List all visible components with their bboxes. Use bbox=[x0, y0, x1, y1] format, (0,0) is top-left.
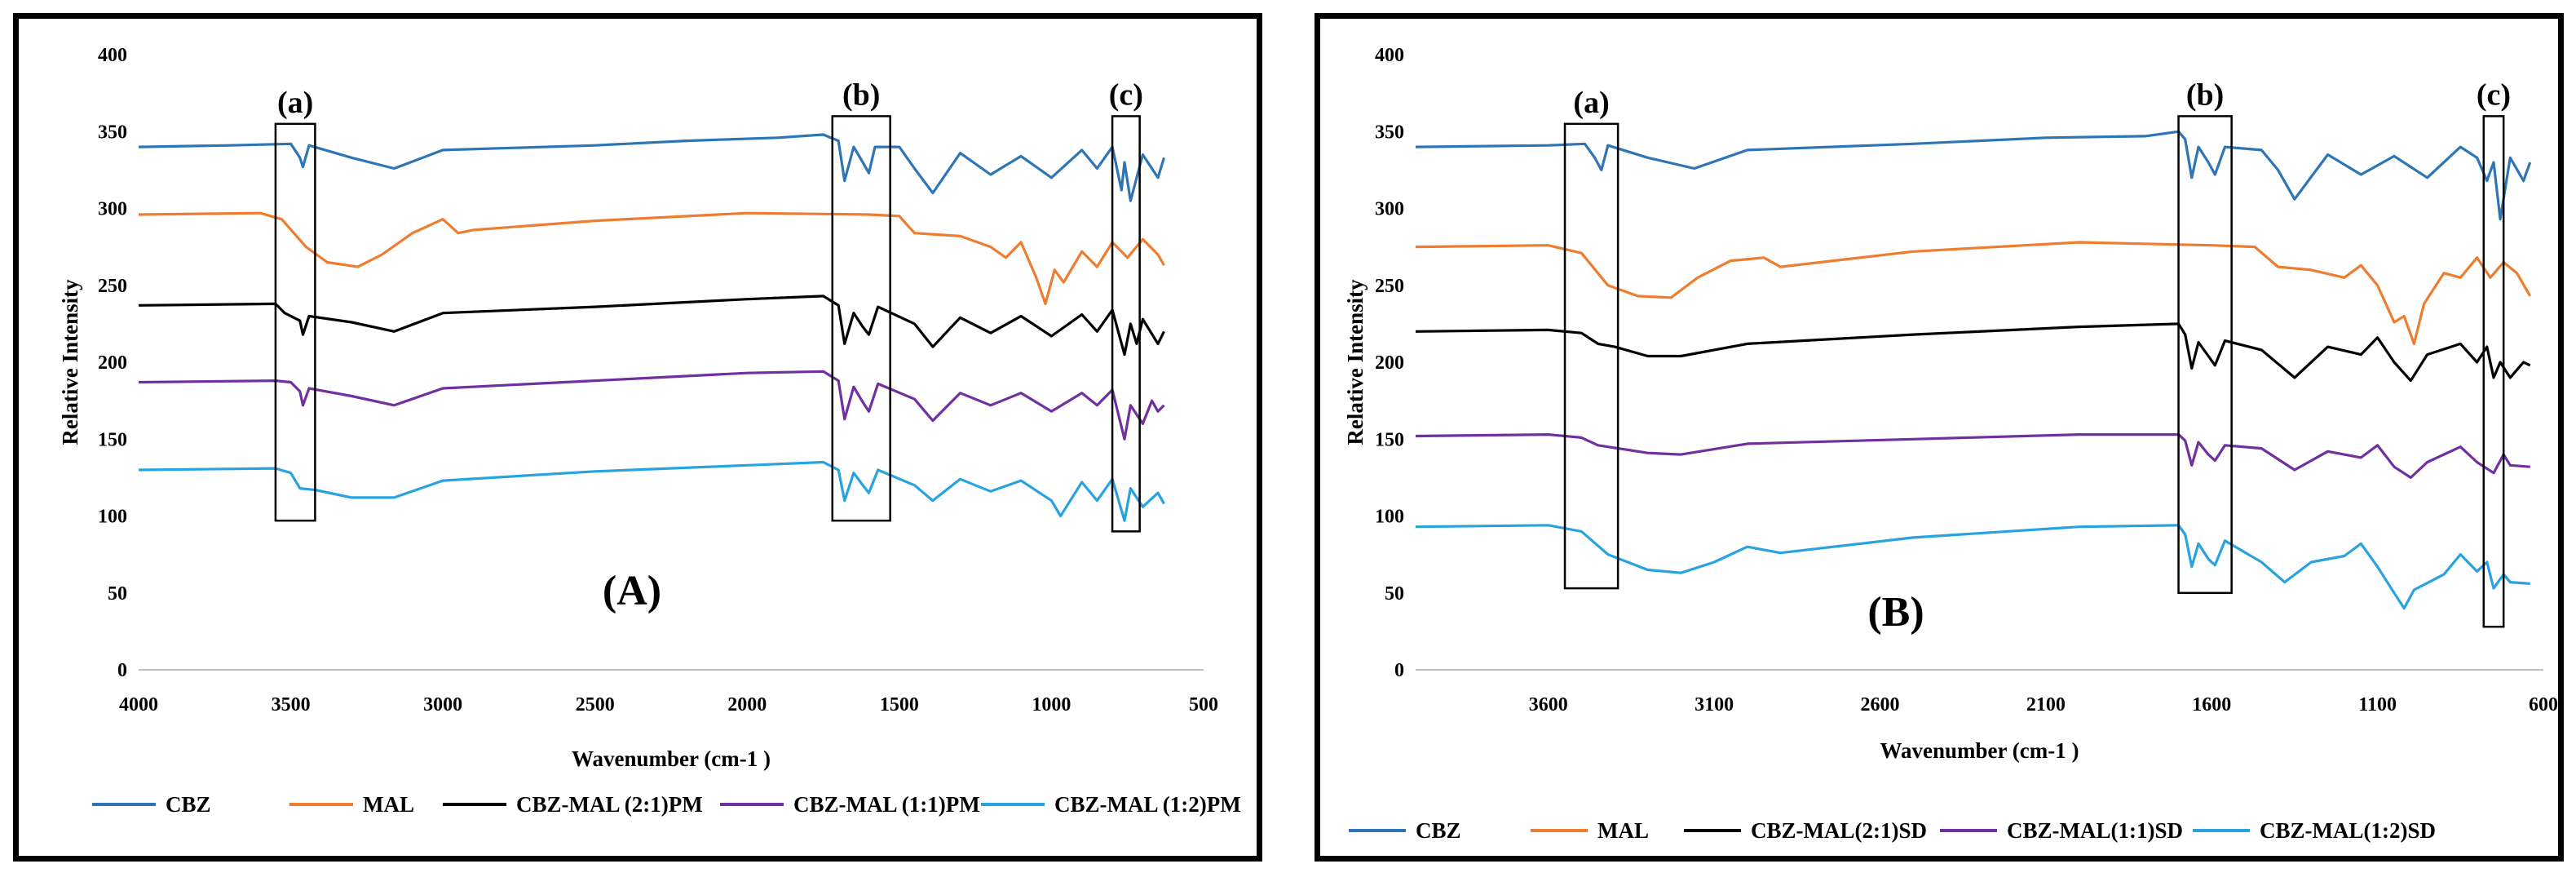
region-box-b-0 bbox=[1563, 122, 1619, 590]
legend-label-a-3: CBZ-MAL (1:1)PM bbox=[793, 792, 980, 817]
x-tick-label-b: 3600 bbox=[1529, 694, 1568, 715]
series-line-b-0 bbox=[1415, 130, 2532, 221]
y-tick-label-a: 200 bbox=[98, 352, 127, 374]
x-tick-label-a: 2000 bbox=[727, 694, 767, 715]
y-tick-label-a: 400 bbox=[98, 45, 127, 66]
region-box-a-2 bbox=[1111, 115, 1141, 533]
series-line-b-4 bbox=[1415, 524, 2530, 610]
series-line-a-3 bbox=[138, 370, 1165, 441]
y-tick-label-b: 400 bbox=[1375, 45, 1404, 66]
legend-label-b-3: CBZ-MAL(1:1)SD bbox=[2007, 818, 2183, 843]
y-tick-label-b: 250 bbox=[1375, 276, 1404, 297]
y-axis-label-a: Relative Intensity bbox=[58, 279, 82, 445]
legend-label-b-4: CBZ-MAL(1:2)SD bbox=[2260, 818, 2436, 843]
y-tick-label-b: 100 bbox=[1375, 507, 1404, 528]
region-label-b-1: (b) bbox=[2186, 78, 2224, 112]
region-box-b-2 bbox=[2482, 115, 2505, 628]
y-tick-label-a: 300 bbox=[98, 199, 127, 220]
series-line-a-0 bbox=[138, 133, 1166, 202]
region-label-b-2: (c) bbox=[2477, 78, 2511, 112]
y-tick-label-b: 350 bbox=[1375, 122, 1404, 143]
region-label-a-1: (b) bbox=[842, 78, 880, 112]
y-tick-label-a: 100 bbox=[98, 507, 127, 528]
x-tick-label-a: 1000 bbox=[1032, 694, 1071, 715]
legend-label-b-2: CBZ-MAL(2:1)SD bbox=[1751, 818, 1927, 843]
x-axis-label-b: Wavenumber (cm-1 ) bbox=[1880, 738, 2079, 763]
panel-b: 0 50 100 150 200 250 300 350 400 3600 3100 2600 2100… bbox=[1315, 13, 2564, 862]
series-line-a-2 bbox=[138, 295, 1165, 357]
legend-label-a-4: CBZ-MAL (1:2)PM bbox=[1054, 792, 1241, 817]
x-tick-label-a: 4000 bbox=[119, 694, 158, 715]
x-tick-label-b: 2600 bbox=[1860, 694, 1899, 715]
legend-label-b-1: MAL bbox=[1597, 818, 1649, 843]
region-label-b-0: (a) bbox=[1573, 86, 1609, 120]
chart-b-svg: 0 50 100 150 200 250 300 350 400 3600 3100 2600 2100… bbox=[1343, 45, 2558, 843]
region-box-a-1 bbox=[831, 115, 891, 522]
x-axis-label-a: Wavenumber (cm-1 ) bbox=[572, 746, 771, 771]
x-tick-label-b: 600 bbox=[2529, 694, 2558, 715]
series-line-b-1 bbox=[1415, 241, 2532, 345]
y-tick-label-b: 200 bbox=[1375, 352, 1404, 374]
y-tick-label-a: 0 bbox=[117, 660, 127, 681]
region-box-b-1 bbox=[2177, 115, 2233, 594]
x-tick-label-a: 500 bbox=[1189, 694, 1218, 715]
y-tick-label-b: 0 bbox=[1394, 660, 1404, 681]
y-axis-label-b: Relative Intensity bbox=[1343, 279, 1368, 445]
region-label-a-2: (c) bbox=[1109, 78, 1143, 112]
y-tick-label-a: 150 bbox=[98, 429, 127, 450]
y-tick-label-a: 350 bbox=[98, 122, 127, 143]
series-line-b-3 bbox=[1415, 433, 2530, 479]
legend-label-a-2: CBZ-MAL (2:1)PM bbox=[516, 792, 703, 817]
legend-label-b-0: CBZ bbox=[1416, 818, 1461, 843]
legend-label-a-1: MAL bbox=[363, 792, 414, 817]
y-tick-label-b: 150 bbox=[1375, 429, 1404, 450]
x-tick-label-b: 2100 bbox=[2026, 694, 2066, 715]
series-line-a-4 bbox=[138, 460, 1165, 522]
y-tick-label-a: 50 bbox=[108, 583, 127, 605]
y-tick-label-b: 300 bbox=[1375, 199, 1404, 220]
legend-label-a-0: CBZ bbox=[166, 792, 211, 817]
x-tick-label-b: 3100 bbox=[1695, 694, 1734, 715]
x-tick-label-a: 3000 bbox=[423, 694, 462, 715]
x-tick-label-b: 1600 bbox=[2192, 694, 2231, 715]
panel-label-b: (B) bbox=[1867, 589, 1924, 636]
chart-a-svg: 0 50 100 150 200 250 300 350 400 4000 3500 3000 2500… bbox=[58, 45, 1241, 817]
series-line-a-1 bbox=[138, 211, 1165, 305]
panel-label-a: (A) bbox=[603, 568, 661, 614]
y-tick-label-a: 250 bbox=[98, 276, 127, 297]
y-tick-label-b: 50 bbox=[1385, 583, 1404, 605]
region-box-a-0 bbox=[274, 122, 316, 522]
x-tick-label-a: 2500 bbox=[576, 694, 615, 715]
x-tick-label-a: 1500 bbox=[880, 694, 919, 715]
panel-a: 0 50 100 150 200 250 300 350 400 4000 3500 3000 2500… bbox=[13, 13, 1262, 862]
series-line-b-2 bbox=[1415, 322, 2531, 383]
x-tick-label-b: 1100 bbox=[2358, 694, 2397, 715]
region-label-a-0: (a) bbox=[277, 86, 313, 120]
x-tick-label-a: 3500 bbox=[272, 694, 311, 715]
